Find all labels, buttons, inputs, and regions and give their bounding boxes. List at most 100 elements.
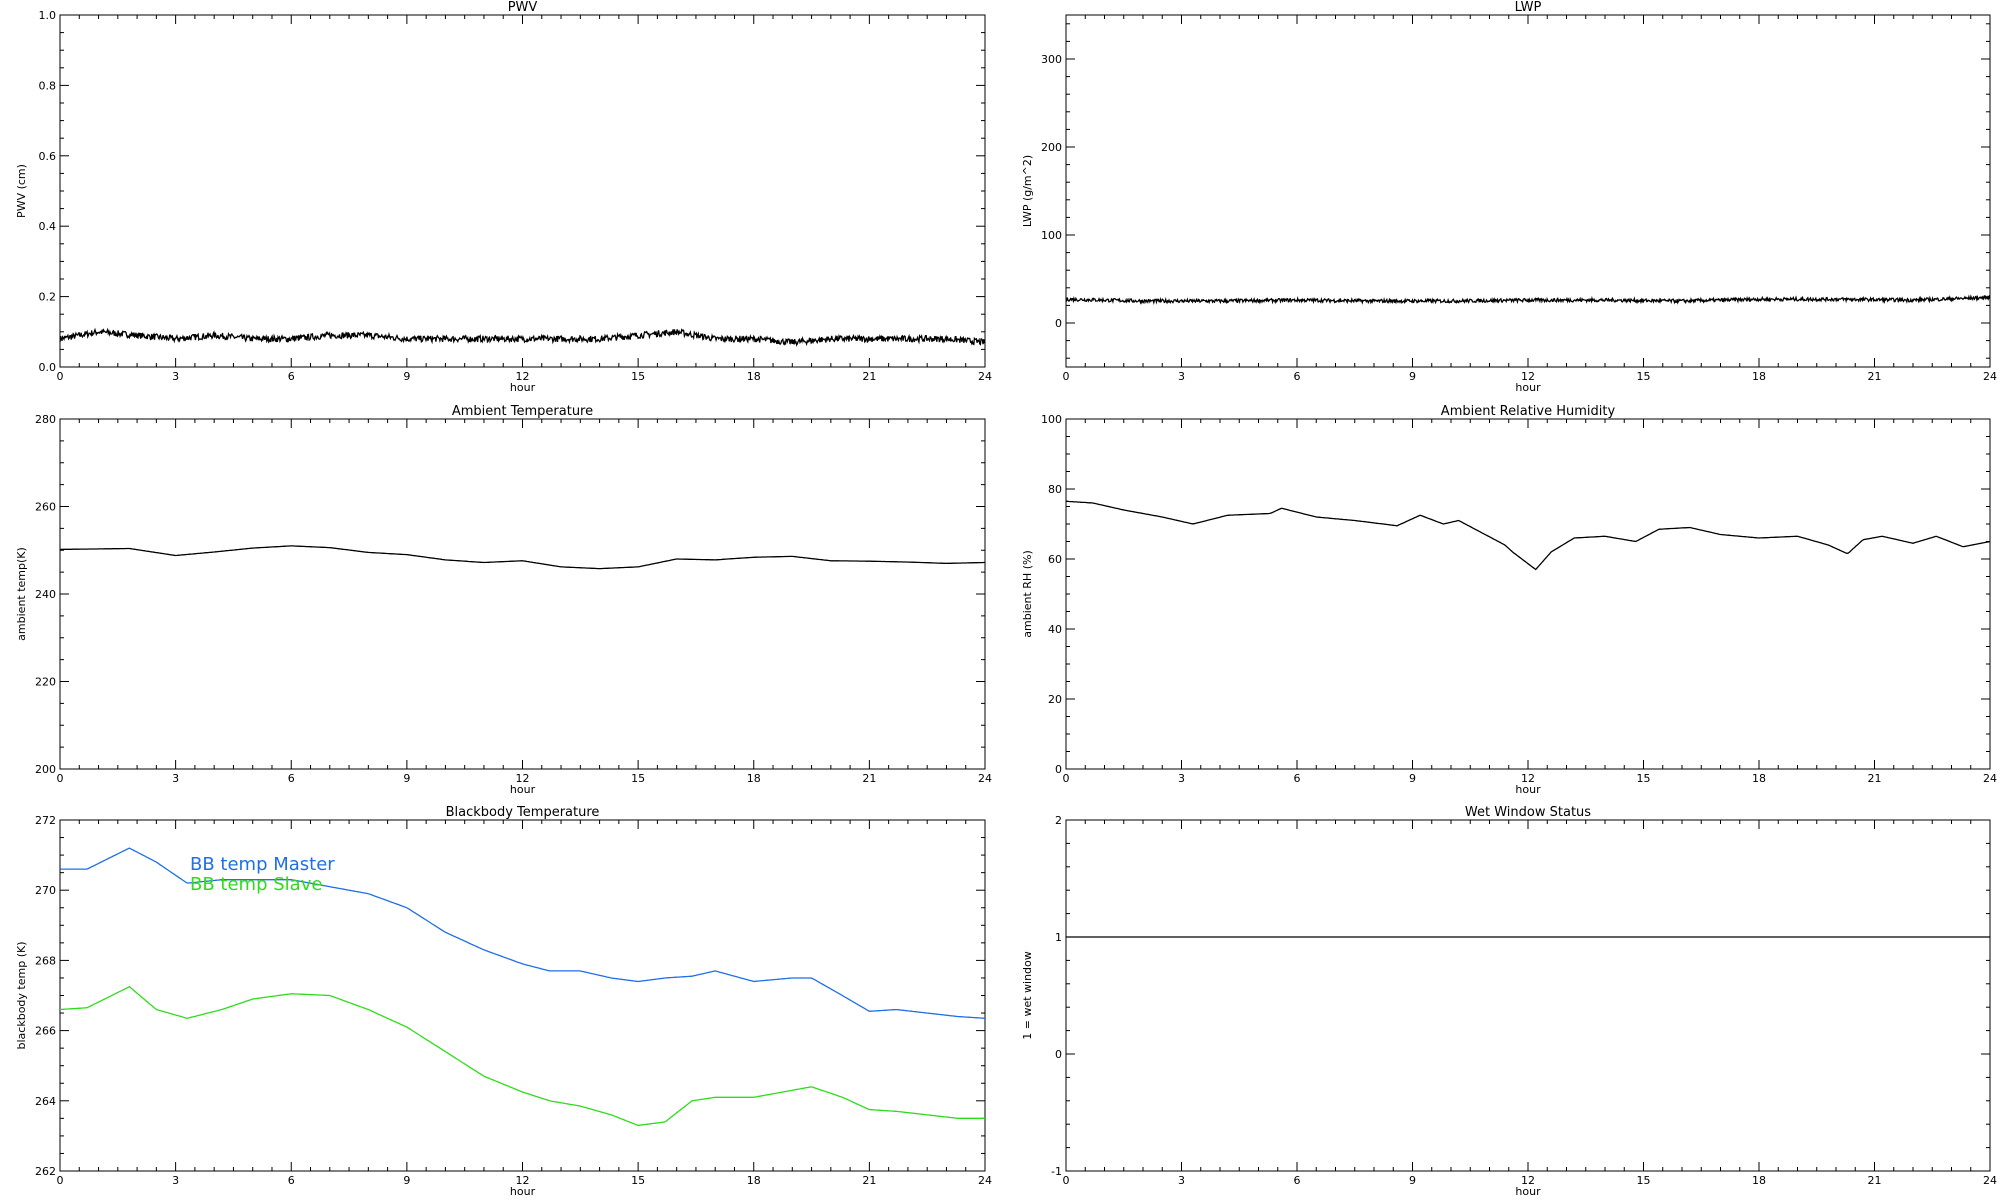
x-tick-label: 24 xyxy=(1983,1174,1997,1187)
y-axis-label: LWP (g/m^2) xyxy=(1021,155,1034,227)
x-tick-label: 0 xyxy=(57,772,64,785)
x-tick-label: 18 xyxy=(1752,772,1766,785)
chart-title: LWP xyxy=(1515,0,1542,15)
x-tick-label: 21 xyxy=(862,1174,876,1187)
x-tick-label: 9 xyxy=(1409,772,1416,785)
x-tick-label: 0 xyxy=(57,370,64,383)
x-tick-label: 15 xyxy=(631,772,645,785)
x-tick-label: 21 xyxy=(1868,772,1882,785)
chart-title: Ambient Relative Humidity xyxy=(1441,404,1616,419)
x-tick-label: 24 xyxy=(978,370,992,383)
y-axis-label: blackbody temp (K) xyxy=(15,942,28,1050)
panel-1: PWV 0 3 6 9 12 15 18 21 24 hour 0.0 0.2 0.4 0.6 0.8 1.0 P… xyxy=(15,0,992,394)
y-axis-label: ambient RH (%) xyxy=(1021,550,1034,638)
y-tick-label: 40 xyxy=(1048,623,1062,636)
x-tick-label: 3 xyxy=(1178,772,1185,785)
y-tick-label: 272 xyxy=(35,814,56,827)
y-tick-label: 0 xyxy=(1055,1048,1062,1061)
y-tick-label: 1.0 xyxy=(39,9,57,22)
x-tick-label: 6 xyxy=(288,370,295,383)
x-tick-label: 18 xyxy=(747,370,761,383)
y-tick-label: -1 xyxy=(1051,1165,1062,1178)
x-tick-label: 12 xyxy=(516,772,530,785)
x-tick-label: 15 xyxy=(631,1174,645,1187)
series-line-1 xyxy=(60,545,985,570)
panel-2: LWP 0 3 6 9 12 15 18 21 24 hour 0 100 200 300 LWP (g/m^… xyxy=(1021,0,1997,394)
y-tick-label: 0 xyxy=(1055,763,1062,776)
y-tick-label: 260 xyxy=(35,501,56,514)
x-axis-label: hour xyxy=(510,381,536,394)
y-tick-label: 240 xyxy=(35,588,56,601)
x-tick-label: 24 xyxy=(978,1174,992,1187)
series-line-2 xyxy=(59,985,985,1127)
y-axis-label: PWV (cm) xyxy=(15,164,28,218)
x-tick-label: 12 xyxy=(1521,772,1535,785)
x-tick-label: 9 xyxy=(403,1174,410,1187)
x-tick-label: 21 xyxy=(862,772,876,785)
x-tick-label: 18 xyxy=(747,772,761,785)
x-tick-label: 12 xyxy=(1521,370,1535,383)
x-tick-label: 21 xyxy=(862,370,876,383)
chart-title: Blackbody Temperature xyxy=(446,805,600,820)
x-tick-label: 0 xyxy=(1063,1174,1070,1187)
x-tick-label: 12 xyxy=(1521,1174,1535,1187)
series-line-1 xyxy=(1065,294,1991,305)
x-tick-label: 9 xyxy=(1409,1174,1416,1187)
y-tick-label: 0.4 xyxy=(39,220,57,233)
legend-entry: BB temp Master xyxy=(190,854,335,875)
x-tick-label: 15 xyxy=(631,370,645,383)
x-tick-label: 3 xyxy=(1178,1174,1185,1187)
x-tick-label: 0 xyxy=(57,1174,64,1187)
x-tick-label: 6 xyxy=(1294,370,1301,383)
y-tick-label: 300 xyxy=(1041,53,1062,66)
x-tick-label: 3 xyxy=(1178,370,1185,383)
y-tick-label: 0.6 xyxy=(39,150,57,163)
y-tick-label: 2 xyxy=(1055,814,1062,827)
y-tick-label: 262 xyxy=(35,1165,56,1178)
y-tick-label: 80 xyxy=(1048,483,1062,496)
x-tick-label: 3 xyxy=(172,772,179,785)
y-tick-label: 60 xyxy=(1048,553,1062,566)
x-tick-label: 9 xyxy=(403,370,410,383)
x-tick-label: 9 xyxy=(403,772,410,785)
x-tick-label: 9 xyxy=(1409,370,1416,383)
y-tick-label: 268 xyxy=(35,954,56,967)
x-tick-label: 15 xyxy=(1637,1174,1651,1187)
y-tick-label: 0.2 xyxy=(39,291,57,304)
y-axis-label: 1 = wet window xyxy=(1021,951,1034,1040)
x-tick-label: 24 xyxy=(1983,772,1997,785)
y-axis-label: ambient temp(K) xyxy=(15,547,28,641)
x-tick-label: 15 xyxy=(1637,370,1651,383)
x-tick-label: 0 xyxy=(1063,772,1070,785)
panel-3: Ambient Temperature 0 3 6 9 12 15 18 21 24 hour 200… xyxy=(15,404,992,796)
y-tick-label: 220 xyxy=(35,676,56,689)
x-tick-label: 0 xyxy=(1063,370,1070,383)
y-tick-label: 0.0 xyxy=(39,361,57,374)
x-axis-label: hour xyxy=(1515,381,1541,394)
chart-title: Wet Window Status xyxy=(1465,805,1591,820)
x-tick-label: 12 xyxy=(516,370,530,383)
x-tick-label: 24 xyxy=(1983,370,1997,383)
x-axis-label: hour xyxy=(510,1185,536,1198)
x-tick-label: 12 xyxy=(516,1174,530,1187)
x-tick-label: 21 xyxy=(1868,370,1882,383)
x-axis-label: hour xyxy=(1515,1185,1541,1198)
x-tick-label: 24 xyxy=(978,772,992,785)
y-tick-label: 200 xyxy=(35,763,56,776)
y-tick-label: 20 xyxy=(1048,693,1062,706)
chart-title: Ambient Temperature xyxy=(452,404,593,419)
y-tick-label: 1 xyxy=(1055,931,1062,944)
x-tick-label: 6 xyxy=(1294,772,1301,785)
x-tick-label: 18 xyxy=(1752,370,1766,383)
series-line-1 xyxy=(1066,500,1991,571)
x-tick-label: 3 xyxy=(172,1174,179,1187)
y-tick-label: 264 xyxy=(35,1095,56,1108)
y-tick-label: 270 xyxy=(35,884,56,897)
chart-title: PWV xyxy=(508,0,538,15)
x-tick-label: 21 xyxy=(1868,1174,1882,1187)
x-tick-label: 18 xyxy=(1752,1174,1766,1187)
series-line-1 xyxy=(59,327,986,347)
x-tick-label: 15 xyxy=(1637,772,1651,785)
